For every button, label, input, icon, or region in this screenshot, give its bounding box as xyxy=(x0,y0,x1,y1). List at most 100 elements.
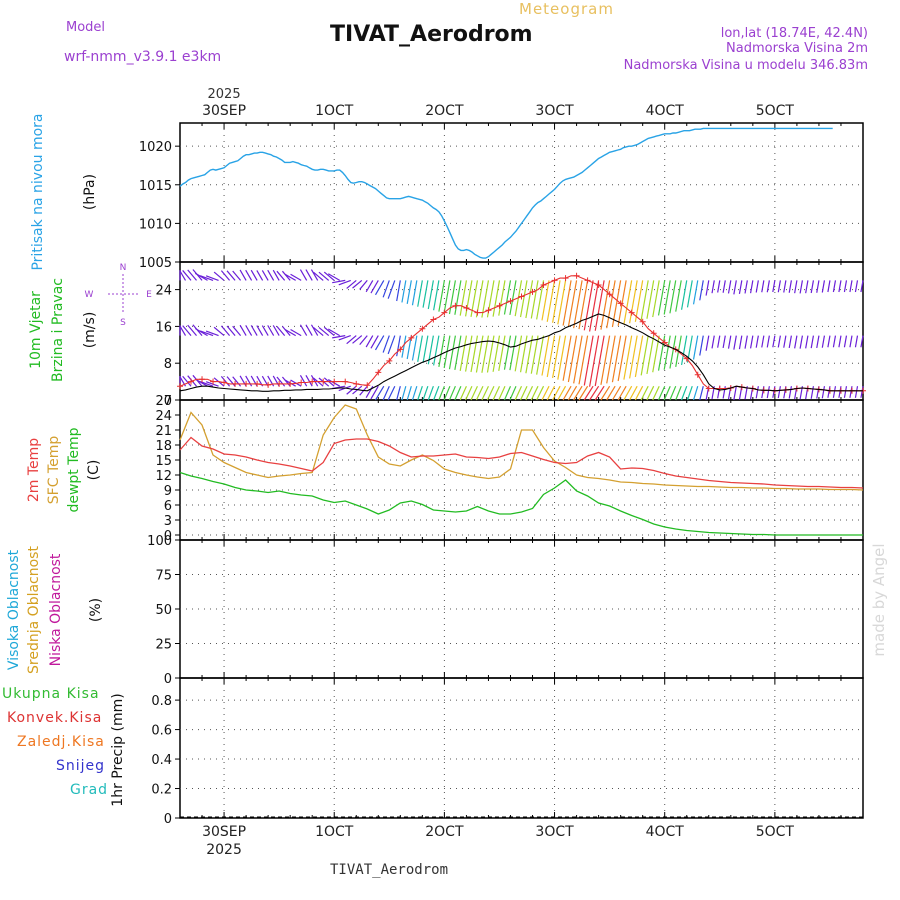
wind-arrow xyxy=(805,335,809,349)
wind-arrow xyxy=(567,385,578,401)
wind-arrow xyxy=(299,324,308,336)
cloud-high-axis-label: Visoka Oblacnost xyxy=(6,549,22,670)
wind-arrow xyxy=(686,386,693,401)
wind-gust-marker xyxy=(496,302,503,309)
wind-arrow xyxy=(777,386,781,399)
wind-arrow xyxy=(194,327,208,337)
y-tick-label: 24 xyxy=(155,409,172,424)
wind-arrow xyxy=(313,326,324,337)
wind-arrow xyxy=(406,335,412,360)
wind-arrow xyxy=(179,270,187,281)
wind-gust-marker xyxy=(309,378,316,385)
panel-frame xyxy=(179,122,864,263)
wind-arrow xyxy=(629,385,638,401)
wind-arrow xyxy=(617,335,627,382)
wind-arrow xyxy=(470,385,478,401)
wind-arrow xyxy=(634,280,644,322)
wind-arrow xyxy=(692,386,699,401)
credit-label: made by Angel xyxy=(870,543,888,656)
wind-arrow xyxy=(777,335,781,348)
wind-arrow xyxy=(267,325,275,336)
wind-gust-marker xyxy=(716,385,723,392)
wind-arrow xyxy=(536,385,545,401)
wind-arrow xyxy=(551,335,561,379)
wind-arrow xyxy=(722,335,726,349)
wind-arrow xyxy=(199,330,214,337)
wind-arrow xyxy=(640,335,649,376)
wind-arrow xyxy=(346,279,357,289)
wind-arrow xyxy=(733,335,737,350)
wind-arrow xyxy=(589,335,600,387)
wind-arrow xyxy=(611,385,622,401)
panel-clouds: 0 25 50 75 100 xyxy=(147,534,864,687)
wind-arrow xyxy=(422,280,429,308)
wind-arrow xyxy=(589,385,600,401)
wind-gust-marker xyxy=(551,277,558,284)
wind-arrow xyxy=(860,335,864,348)
y-tick-label: 21 xyxy=(155,424,172,439)
wind-arrow xyxy=(272,269,280,281)
wind-arrow xyxy=(557,385,567,401)
wind-arrow xyxy=(766,280,770,293)
compass-south-label: S xyxy=(120,318,126,328)
wind-arrow xyxy=(727,280,732,294)
wind-arrow xyxy=(606,280,616,329)
wind-arrow xyxy=(680,335,688,366)
wind-gust-marker xyxy=(606,291,613,298)
wind-arrow xyxy=(843,335,848,348)
wind-arrow xyxy=(387,335,396,355)
wind-gust-marker xyxy=(705,385,712,392)
wind-arrow xyxy=(578,385,589,401)
panel-wind: 0 8 16 24 xyxy=(155,261,864,409)
wind-arrow xyxy=(226,376,236,387)
wind-arrow xyxy=(573,385,583,401)
wind-arrow xyxy=(772,335,776,348)
wind-arrow xyxy=(401,280,407,303)
wind-arrow xyxy=(503,335,512,370)
wind-arrow xyxy=(686,280,693,308)
wind-arrow xyxy=(738,280,743,295)
wind-arrow xyxy=(276,376,286,387)
wind-arrow xyxy=(755,335,759,348)
top-date-label: 5OCT xyxy=(756,103,795,119)
wind-gust-marker xyxy=(386,357,393,364)
wind-arrow xyxy=(359,335,368,346)
wind-arrow xyxy=(810,386,815,399)
wind-gust-marker xyxy=(573,272,580,279)
wind-arrow xyxy=(821,335,826,348)
panel-pressure: 1005 1010 1015 1020 xyxy=(139,122,864,271)
wind-gust-marker xyxy=(518,293,525,300)
wind-gust-marker xyxy=(397,346,404,353)
wind-arrow xyxy=(738,335,743,350)
wind-arrow xyxy=(594,335,605,387)
precip-legend-item: Grad xyxy=(70,782,108,798)
wind-arrow xyxy=(827,280,831,293)
wind-arrow xyxy=(205,330,219,337)
wind-gust-marker xyxy=(199,376,206,383)
wind-arrow xyxy=(338,279,351,286)
wind-arrow xyxy=(788,335,792,349)
wind-arrow xyxy=(530,385,539,401)
wind-arrow xyxy=(629,280,638,324)
wind-arrow xyxy=(675,280,682,312)
wind-arrow xyxy=(346,385,357,395)
wind-arrow xyxy=(843,386,848,398)
wind-arrow xyxy=(318,326,330,337)
wind-arrow xyxy=(459,280,468,316)
wind-gust-marker xyxy=(430,316,437,323)
model-label: Model xyxy=(66,20,106,35)
wind-arrow xyxy=(187,324,197,336)
wind-gust-marker xyxy=(694,371,701,378)
compass-north-label: N xyxy=(120,263,127,273)
wind-gust-marker xyxy=(419,325,426,332)
wind-arrow xyxy=(838,280,842,293)
wind-arrow xyxy=(438,335,445,367)
wind-arrow xyxy=(733,386,737,401)
wind-gust-marker xyxy=(210,378,217,385)
y-tick-label: 100 xyxy=(147,534,172,549)
wind-arrow xyxy=(849,280,853,293)
wind-arrow xyxy=(459,385,467,401)
bottom-year-label: 2025 xyxy=(206,842,242,858)
wind-arrow xyxy=(816,280,820,293)
wind-arrow xyxy=(213,326,225,337)
